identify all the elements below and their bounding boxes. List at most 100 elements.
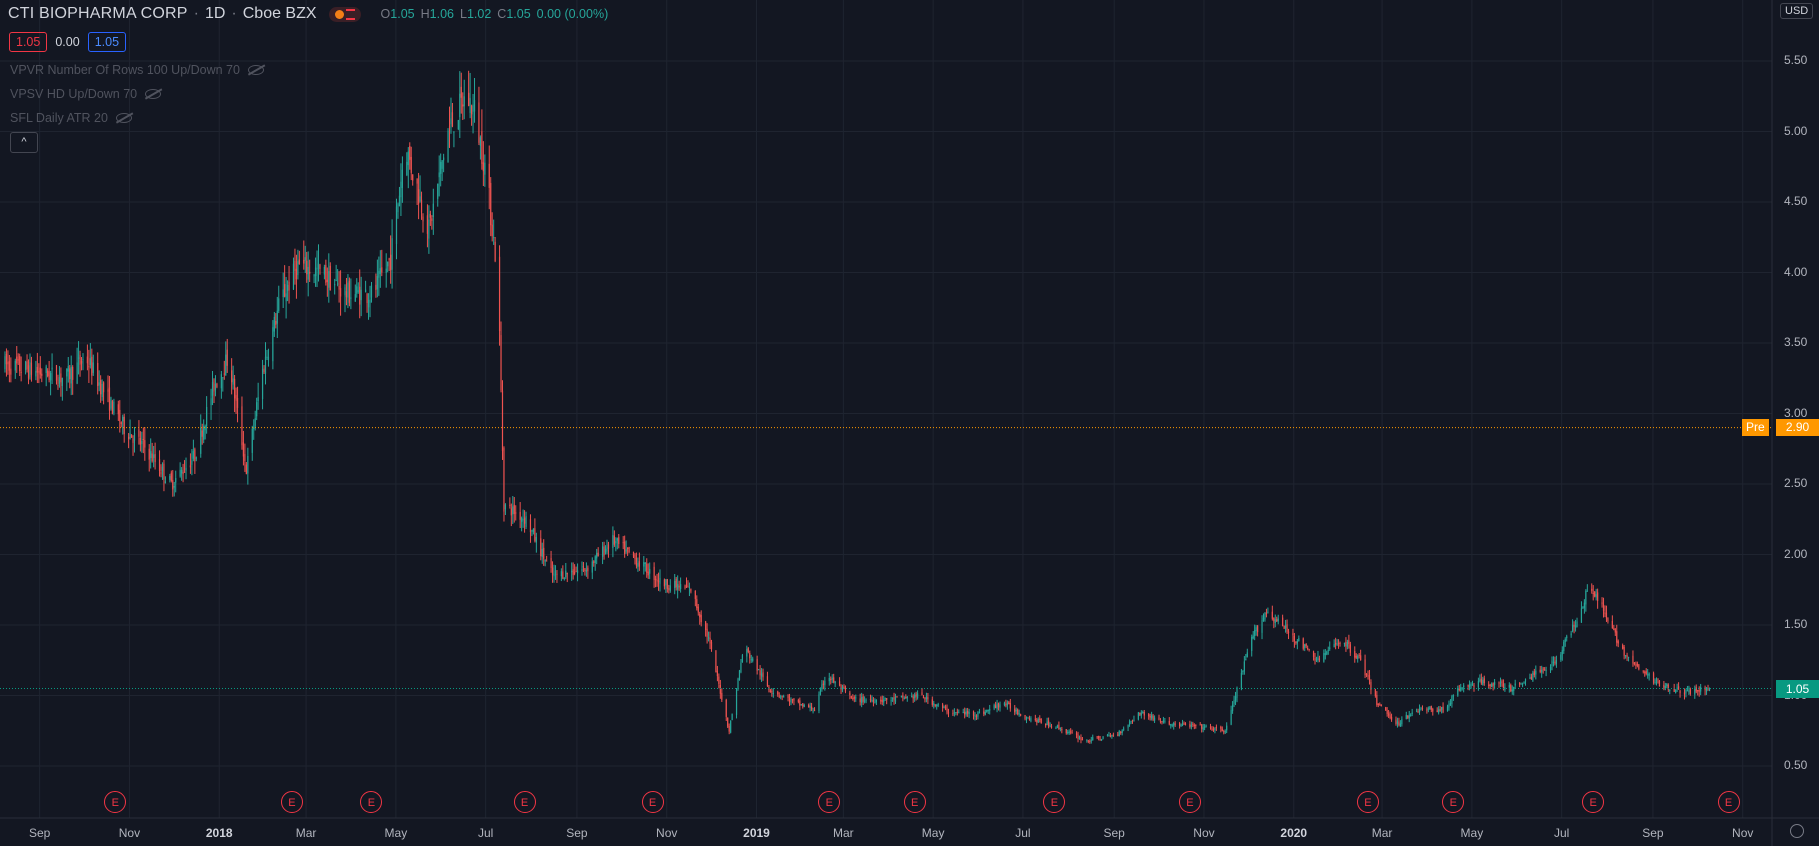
earnings-marker[interactable]: E [641,791,664,813]
candle-down [381,267,383,273]
earnings-marker[interactable]: E [1178,791,1201,813]
symbol-name[interactable]: CTI BIOPHARMA CORP [8,5,188,22]
candle-down [983,711,985,714]
pre-market-price: 2.90 [1776,419,1819,436]
candle-down [201,430,203,437]
candle-up [1243,661,1245,672]
earnings-marker[interactable]: E [1356,791,1379,813]
candle-up [906,696,908,699]
candle-down [813,709,816,711]
candle-up [831,677,833,680]
candle-down [1530,676,1532,680]
candle-up [1130,720,1132,722]
candle-down [1335,642,1337,645]
candle-down [1184,723,1187,725]
candle-up [133,433,136,441]
earnings-marker[interactable]: E [513,791,536,813]
x-tick-label: Sep [1642,826,1664,840]
candle-up [1326,651,1328,655]
candle-up [1121,730,1123,733]
candle-up [1277,618,1279,622]
candle-down [1071,732,1073,734]
candle-down [1613,628,1615,630]
candle-down [375,284,377,290]
candle-up [1284,625,1287,629]
indicator-vpsv[interactable]: VPSV HD Up/Down 70 [10,87,162,101]
candle-down [123,416,125,435]
candle-up [1708,688,1711,691]
candle-down [366,293,368,304]
candle-down [1036,719,1038,723]
candle-down [597,552,599,557]
earnings-marker[interactable]: E [903,791,926,813]
candle-down [39,367,41,375]
candle-up [35,370,37,377]
candle-up [66,368,68,377]
candle-up [1405,714,1407,720]
candle-down [668,588,670,590]
candle-up [459,93,461,118]
candle-down [107,389,109,392]
eye-hidden-icon[interactable] [145,89,162,99]
interval-label[interactable]: 1D [204,5,226,22]
candle-up [1037,719,1039,723]
candle-up [1438,709,1440,713]
candle-up [398,195,401,207]
change-value: 0.00 (0.00%) [536,7,609,21]
candle-up [443,157,445,161]
candle-up [1333,644,1335,648]
candle-down [852,698,854,700]
currency-label[interactable]: USD [1780,3,1814,19]
candle-down [1308,649,1310,651]
candle-down [120,422,122,424]
candle-down [849,692,851,696]
earnings-marker[interactable]: E [1717,791,1740,813]
candle-up [395,206,398,245]
candle-down [288,281,290,291]
earnings-marker[interactable]: E [1582,791,1605,813]
candle-up [1118,731,1120,737]
earnings-marker[interactable]: E [1442,791,1465,813]
candle-down [1663,684,1665,688]
market-closed-icon[interactable] [328,6,361,22]
candle-up [989,709,991,711]
candle-down [1120,731,1122,733]
buy-button[interactable]: 1.05 [87,32,127,52]
candle-down [912,696,914,699]
indicator-vpvr[interactable]: VPVR Number Of Rows 100 Up/Down 70 [10,63,264,77]
candle-down [1174,723,1176,725]
candle-down [1635,664,1637,666]
candle-down [1498,682,1500,684]
indicator-sfl-atr[interactable]: SFL Daily ATR 20 [10,111,132,125]
candle-up [925,696,928,700]
candle-down [1087,740,1089,742]
eye-hidden-icon[interactable] [247,65,264,75]
candle-down [388,258,390,260]
candle-down [1209,726,1212,728]
candle-up [1451,696,1453,705]
earnings-marker[interactable]: E [818,791,841,813]
earnings-marker[interactable]: E [104,791,127,813]
candle-up [1582,606,1584,608]
candle-up [1570,633,1572,636]
candle-down [338,285,340,290]
candle-up [812,710,814,712]
candle-down [1611,620,1613,629]
candle-down [303,259,305,264]
candle-up [1137,712,1139,720]
x-tick-label: Mar [295,826,317,840]
candle-up [267,356,270,361]
earnings-marker[interactable]: E [1043,791,1066,813]
candle-up [432,203,434,218]
earnings-marker[interactable]: E [280,791,303,813]
settings-gear-icon[interactable] [1790,824,1804,838]
candle-up [92,362,94,373]
candle-up [1461,687,1463,689]
sell-button[interactable]: 1.05 [9,32,48,52]
collapse-indicators-button[interactable]: ^ [10,132,38,153]
eye-hidden-icon[interactable] [115,113,132,123]
candle-up [185,467,187,471]
candle-down [468,92,470,106]
earnings-marker[interactable]: E [360,791,383,813]
